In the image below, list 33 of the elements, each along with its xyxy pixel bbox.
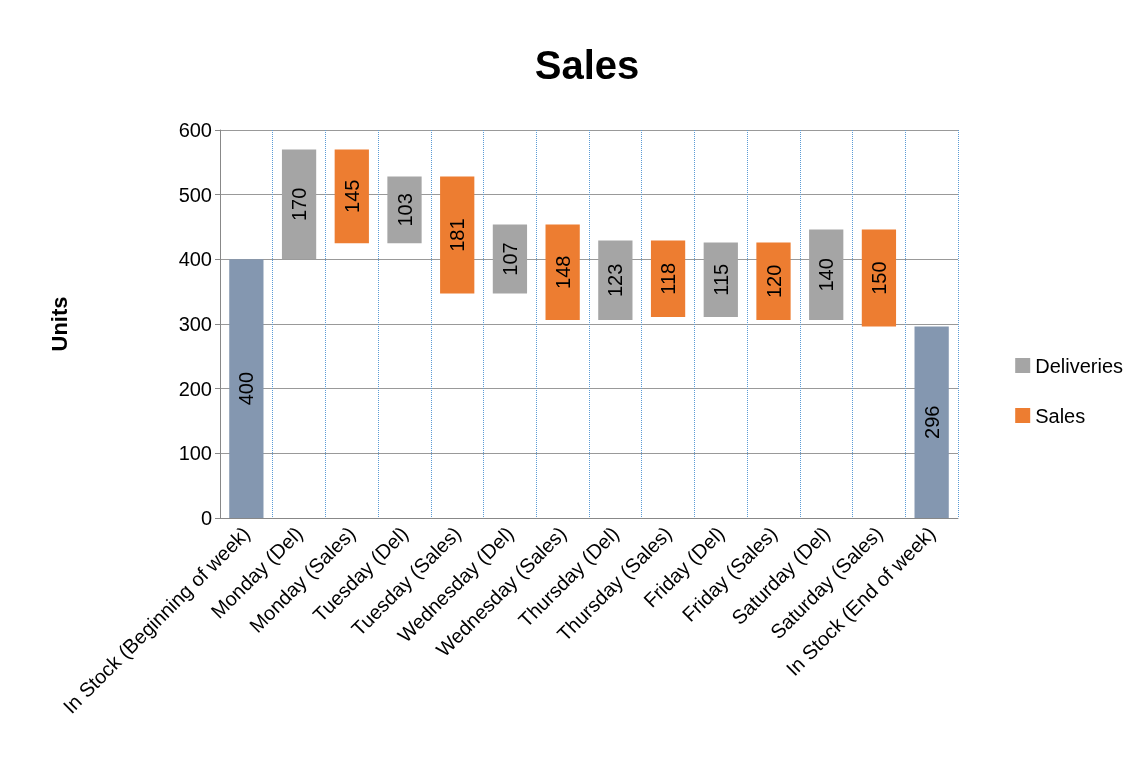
- legend-label: Deliveries: [1035, 354, 1124, 377]
- bar: [334, 149, 369, 244]
- bar: [861, 229, 897, 327]
- bar: [914, 326, 949, 518]
- data-label: 115: [709, 263, 732, 296]
- bar: [545, 224, 580, 321]
- data-label: 118: [657, 262, 680, 295]
- y-axis-title: Units: [46, 296, 72, 352]
- y-tick-label: 200: [178, 377, 212, 400]
- data-label: 103: [393, 193, 416, 227]
- y-tick-label: 600: [178, 119, 212, 141]
- bar: [650, 240, 686, 317]
- data-label: 181: [446, 218, 469, 252]
- data-label: 400: [235, 371, 258, 406]
- chart-title: Sales: [534, 43, 640, 87]
- legend-label: Sales: [1035, 404, 1086, 427]
- y-tick-label: 100: [178, 442, 212, 465]
- data-label: 145: [340, 179, 363, 213]
- bar: [756, 242, 791, 321]
- y-tick-label: 0: [200, 507, 212, 529]
- data-label: 170: [288, 187, 311, 222]
- bar: [440, 176, 475, 294]
- data-label: 120: [762, 264, 785, 299]
- data-label: 140: [815, 258, 838, 292]
- bar: [229, 259, 264, 518]
- data-label: 107: [498, 242, 521, 276]
- y-tick-label: 500: [178, 183, 212, 206]
- data-label: 150: [867, 261, 890, 295]
- data-label: 148: [551, 255, 574, 289]
- data-label: 296: [920, 405, 943, 439]
- y-tick-label: 300: [178, 313, 212, 335]
- data-label: 123: [604, 263, 627, 298]
- y-tick-label: 400: [178, 248, 212, 271]
